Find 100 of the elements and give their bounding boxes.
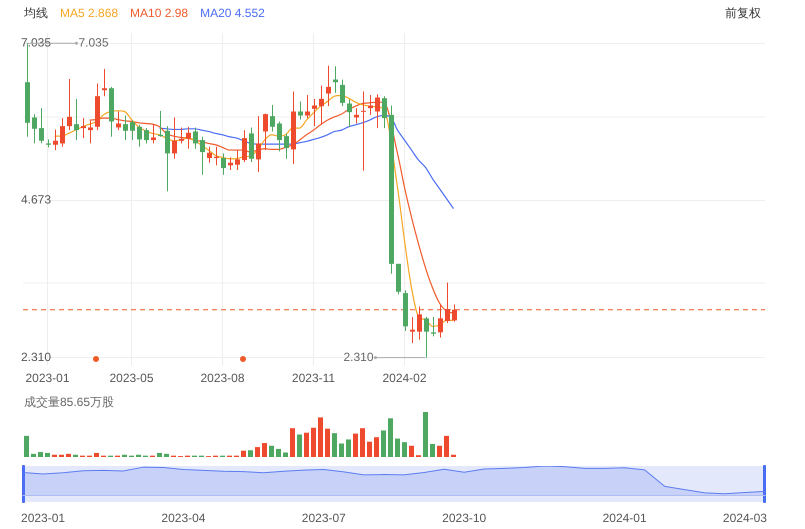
bar <box>408 446 414 457</box>
bar <box>268 446 274 457</box>
candlestick <box>179 126 184 144</box>
candlestick <box>137 124 142 148</box>
bar <box>30 454 36 457</box>
text: MA5 2.868 <box>60 5 118 22</box>
x-tick-label: 2023-01 <box>21 511 66 526</box>
bar <box>248 450 254 457</box>
y-tick-label: 4.673 <box>21 192 52 207</box>
candlestick <box>452 304 457 322</box>
x-tick-label: 2023-07 <box>302 511 346 526</box>
candlestick <box>319 85 324 126</box>
bar <box>444 436 450 457</box>
bar <box>352 434 358 457</box>
bar <box>304 432 310 457</box>
candlestick <box>445 282 450 324</box>
candlestick <box>326 65 331 107</box>
candlestick <box>242 130 247 163</box>
legend-title: 均线 <box>24 5 48 22</box>
text: MA20 4.552 <box>200 5 265 22</box>
candlestick <box>193 126 198 150</box>
annotation: 2.310 <box>343 350 374 364</box>
bar <box>296 434 302 457</box>
candlestick <box>410 316 415 344</box>
candlestick <box>305 94 310 119</box>
candlestick <box>333 66 338 94</box>
candlestick <box>354 108 359 124</box>
bar <box>338 444 344 457</box>
bar <box>38 452 44 457</box>
x-tick-label: 2023-04 <box>161 511 206 526</box>
candlestick <box>81 118 86 139</box>
candlestick <box>186 126 191 150</box>
bar <box>66 454 72 457</box>
candlestick <box>228 156 233 171</box>
y-tick-label: 2.310 <box>21 350 52 364</box>
bar <box>262 443 268 457</box>
candlestick <box>102 68 107 97</box>
x-tick-label: 2024-02 <box>382 371 427 386</box>
chart-title: 成交量85.65万股 <box>24 395 114 409</box>
bar <box>346 439 352 457</box>
bar <box>402 442 408 457</box>
candlestick <box>123 114 128 141</box>
candlestick <box>172 116 177 160</box>
candlestick <box>270 104 275 132</box>
candlestick <box>284 132 289 160</box>
bar <box>240 450 246 457</box>
candlestick <box>67 78 72 131</box>
candlestick <box>53 128 58 151</box>
bar <box>380 430 386 457</box>
bar <box>24 436 30 457</box>
x-tick-label: 2023-11 <box>292 371 336 386</box>
bar <box>310 428 316 457</box>
x-tick-label: 2023-01 <box>25 371 70 386</box>
candlestick <box>347 99 352 128</box>
candlestick <box>207 146 212 164</box>
candlestick <box>298 101 303 120</box>
bar <box>94 452 100 457</box>
candlestick <box>417 306 422 340</box>
bar <box>366 442 372 457</box>
candlestick <box>368 94 373 116</box>
bar <box>374 437 380 457</box>
bar <box>282 452 288 457</box>
candlestick <box>256 116 261 173</box>
candlestick <box>32 114 37 144</box>
candlestick <box>361 91 366 172</box>
candlestick <box>438 304 443 338</box>
y-tick-label: 7.035 <box>21 36 52 50</box>
bar <box>276 448 282 457</box>
bar <box>254 447 260 457</box>
bar <box>430 444 436 457</box>
bar <box>388 418 394 457</box>
candlestick <box>88 120 93 144</box>
candlestick <box>144 128 149 144</box>
candlestick <box>39 108 44 144</box>
x-tick-label: 2023-10 <box>442 511 487 526</box>
bar <box>360 428 366 457</box>
x-tick-label: 2024-03 <box>722 511 768 526</box>
candlestick <box>312 98 317 127</box>
candlestick <box>221 152 226 176</box>
candlestick <box>151 124 156 144</box>
bar <box>324 428 330 457</box>
candlestick <box>277 120 282 152</box>
bar <box>44 452 50 457</box>
bar <box>318 417 324 457</box>
candlestick <box>235 150 240 171</box>
candlestick <box>74 98 79 141</box>
candlestick <box>375 94 380 129</box>
bar <box>290 428 296 457</box>
x-tick-label: 2024-01 <box>602 511 647 526</box>
candlestick <box>165 126 170 192</box>
x-tick-label: 2023-05 <box>109 371 154 386</box>
candlestick <box>116 110 121 131</box>
candlestick <box>60 118 65 148</box>
candlestick <box>424 316 429 358</box>
bar <box>164 454 170 457</box>
x-tick-label: 2023-08 <box>200 371 245 386</box>
bar <box>422 412 428 457</box>
candlestick <box>340 79 345 107</box>
bar <box>436 446 442 457</box>
bar <box>332 433 338 457</box>
